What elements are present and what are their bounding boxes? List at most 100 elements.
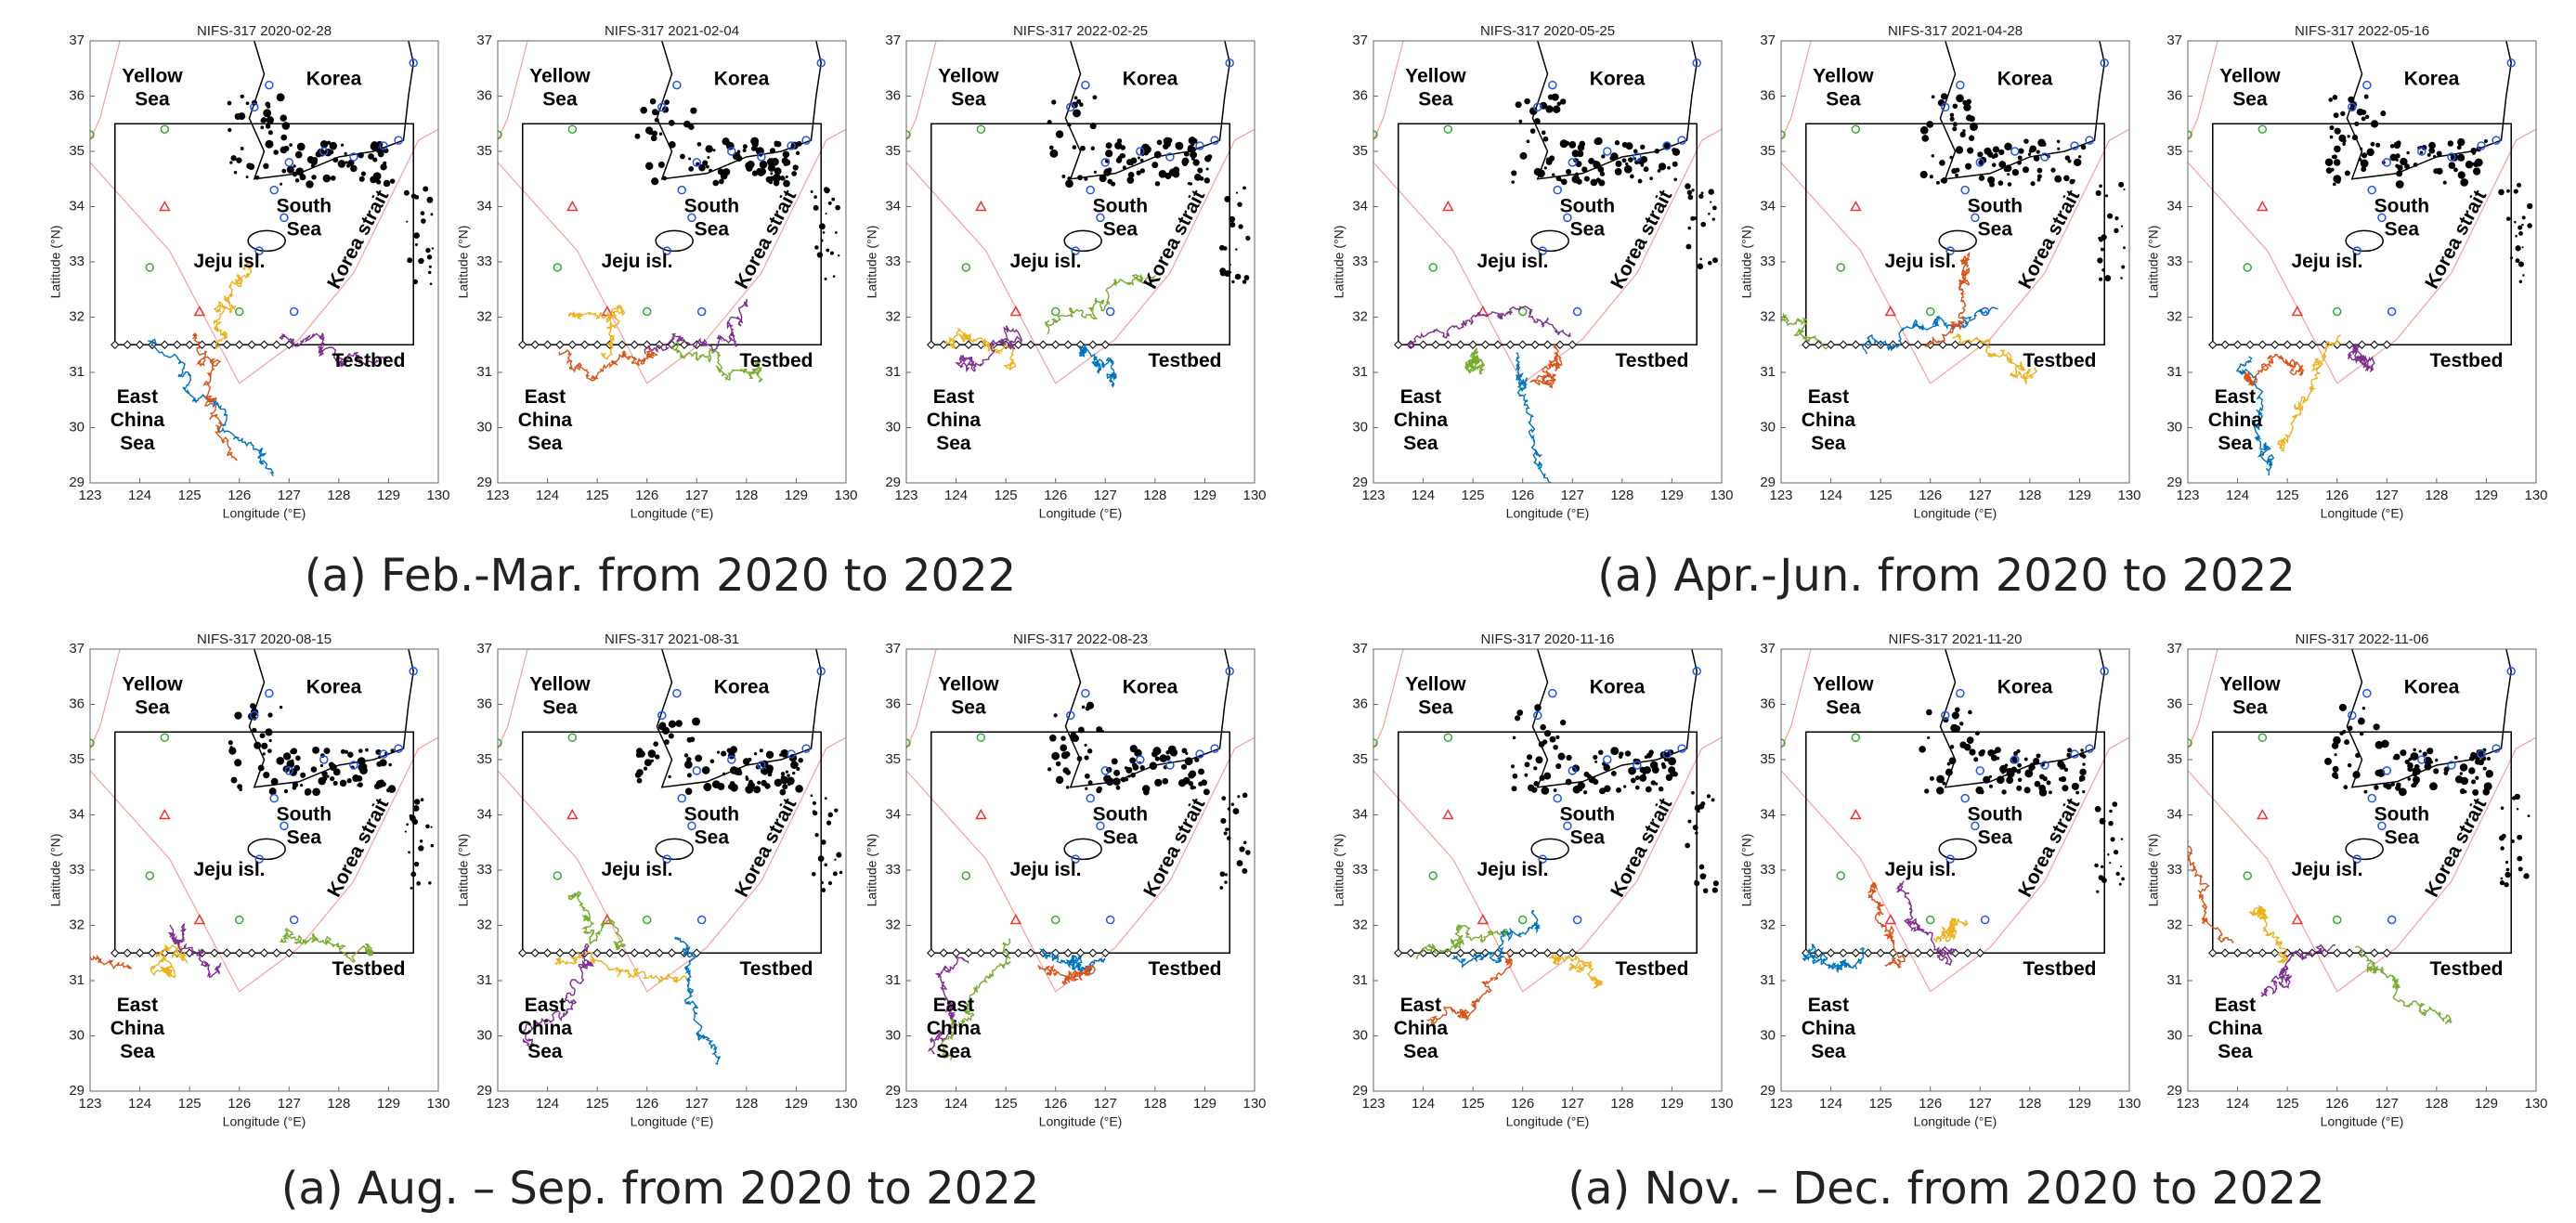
island [1661,764,1666,769]
island [2394,754,2400,761]
island [1921,135,1929,142]
y-tick-label: 31 [69,972,85,988]
island [1603,764,1610,772]
island [280,114,287,122]
station-diamond [223,949,230,956]
island [791,171,797,176]
island [1106,142,1112,149]
island [796,151,800,155]
island [321,771,327,776]
island [2517,225,2522,229]
island [1926,709,1932,716]
island [431,844,435,848]
island [2473,167,2480,175]
island [2395,153,2400,158]
island [1555,735,1559,739]
x-tick-label: 130 [2524,488,2547,503]
region-label-line: Sea [936,432,971,453]
island [2348,135,2350,137]
island [311,175,316,179]
blue-station [2388,308,2396,316]
island [1977,151,1983,157]
y-tick-label: 34 [69,806,85,822]
region-label-line: China [111,409,165,430]
y-tick-label: 37 [885,33,901,48]
island [2121,266,2125,269]
island [432,247,434,249]
island [2427,153,2431,157]
island [1572,150,1580,157]
island [2348,763,2351,767]
island [1973,757,1978,761]
blue-station [1082,82,1089,89]
station-diamond [1420,341,1427,348]
island [1610,747,1619,755]
red-station [2293,916,2302,924]
island [1650,761,1659,770]
region-label-line: China [1802,409,1856,430]
island [774,167,782,175]
island [757,781,761,785]
y-tick-label: 36 [1352,87,1368,103]
station-diamond [1101,341,1109,348]
x-tick-label: 126 [1511,488,1534,503]
region-label-line: Testbed [2023,958,2097,980]
island [1578,144,1585,151]
map-panel: YellowSeaKoreaSouthSeaJeju isl.Korea str… [1332,23,1734,521]
island [1127,774,1130,777]
region-label-line: Jeju isl. [1884,251,1956,272]
island [2517,835,2522,840]
region-label-line: Korea strait [1139,187,1209,293]
green-station [644,917,651,924]
island [2501,878,2504,880]
green-station [962,264,969,271]
island [418,258,423,264]
station-diamond [174,341,181,348]
island [2505,861,2508,864]
region-label: EastChinaSea [927,994,982,1061]
island [1593,779,1598,785]
island [1168,746,1177,754]
island [1566,755,1571,761]
island [2419,749,2422,752]
island [703,783,711,791]
island [1235,248,1237,250]
island [2059,777,2063,782]
green-station [553,264,561,271]
region-label: Korea [2404,676,2460,697]
island [1955,708,1960,713]
island [1129,757,1136,763]
island [1998,150,2004,155]
island [1520,152,1528,160]
island [2009,768,2012,772]
island [254,742,261,749]
island [1599,787,1606,794]
region-label: SouthSea [1093,195,1148,240]
station-diamond [1544,949,1552,956]
island [1139,765,1144,770]
region-label: Jeju isl. [1477,859,1548,880]
island [766,751,774,759]
island [2355,753,2360,758]
region-label: EastChinaSea [1394,994,1449,1061]
x-tick-label: 124 [944,1096,968,1112]
island [786,770,788,773]
region-label-line: Sea [1103,826,1138,848]
island [1049,146,1054,150]
island [1598,749,1603,754]
island [2333,183,2336,187]
region-label: SouthSea [1560,195,1615,240]
island [1945,769,1953,776]
red-station [1011,916,1021,924]
island [289,143,293,147]
island [2017,763,2022,768]
region-label: YellowSea [938,65,999,110]
island [1659,787,1664,792]
island [2457,154,2465,162]
island [1534,704,1542,711]
region-label-line: Sea [542,696,578,718]
region-label: Korea strait [731,795,800,901]
region-label-line: East [933,385,974,407]
island [680,154,685,160]
blue-station [1982,917,1989,924]
